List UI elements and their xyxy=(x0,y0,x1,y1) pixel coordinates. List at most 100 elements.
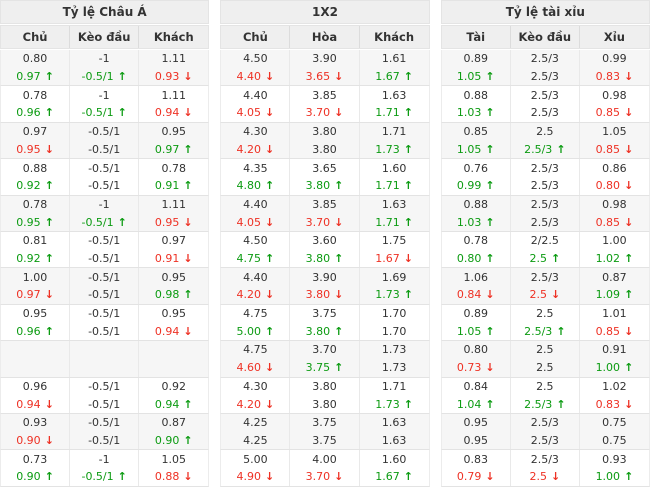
odds-cell: 1.04 ↑ xyxy=(442,395,511,413)
odds-cell: 0.80 xyxy=(442,341,511,359)
odds-value: 2.5 xyxy=(536,125,554,139)
odds-cell: 2.5/3 xyxy=(511,413,580,432)
odds-cell: 2.5 xyxy=(511,377,580,396)
down-arrow-icon: ↓ xyxy=(183,106,193,120)
odds-value: 0.93 xyxy=(602,452,627,466)
odds-section: Tỷ lệ Châu Á Chủ Kèo đầu Khách 0.80 -1 1.11 0.9… xyxy=(0,0,210,487)
up-arrow-icon: ↑ xyxy=(117,215,127,229)
odds-cell: -0.5/1 xyxy=(70,431,140,450)
odds-cell: 4.30 xyxy=(221,122,291,141)
odds-row: 0.88 -0.5/1 0.78 0.92 ↑ -0.5/1 0.91 ↑ xyxy=(0,159,210,196)
odds-cell: 0.95 xyxy=(1,304,71,323)
odds-row: 4.75 3.70 1.73 4.60 ↓ 3.75 ↑ 1.73 xyxy=(220,341,430,378)
odds-value: 0.78 xyxy=(161,161,187,175)
down-arrow-icon: ↓ xyxy=(624,106,634,120)
odds-cell xyxy=(1,358,71,377)
down-arrow-icon: ↓ xyxy=(265,397,275,411)
up-arrow-icon: ↑ xyxy=(334,252,344,265)
odds-cell: 0.96 ↑ xyxy=(1,104,71,122)
odds-value: 1.05 xyxy=(456,324,482,338)
up-arrow-icon: ↑ xyxy=(485,252,495,265)
odds-cell: 1.60 xyxy=(360,450,429,468)
odds-cell: 1.00 ↑ xyxy=(580,468,649,486)
odds-value: 4.25 xyxy=(243,433,268,447)
odds-cell: 1.05 ↑ xyxy=(442,140,511,159)
odds-cell: 1.63 xyxy=(360,196,429,214)
odds-value: 0.95 xyxy=(161,307,187,321)
odds-row: 0.81 -0.5/1 0.97 0.92 ↑ -0.5/1 0.91 ↓ xyxy=(0,231,210,269)
down-arrow-icon: ↓ xyxy=(44,433,54,447)
odds-value: 1.05 xyxy=(456,142,482,156)
odds-value: 1.11 xyxy=(161,88,187,102)
odds-value: 0.98 xyxy=(154,288,180,302)
current-odds-line: 0.96 ↑ -0.5/1 ↑ 0.94 ↓ xyxy=(1,104,208,122)
odds-value: 0.92 xyxy=(16,179,41,193)
down-arrow-icon: ↓ xyxy=(334,288,344,302)
odds-cell: -0.5/1 xyxy=(70,122,140,141)
odds-cell: 3.70 ↓ xyxy=(290,104,360,122)
odds-cell: 1.69 xyxy=(360,268,429,286)
odds-value: 1.06 xyxy=(463,270,488,284)
odds-value: 0.91 xyxy=(154,252,180,265)
odds-value: 0.99 xyxy=(456,179,482,193)
odds-cell: 3.80 ↑ xyxy=(290,176,360,195)
odds-cell: 0.88 xyxy=(1,159,71,177)
odds-cell: 2/2.5 xyxy=(511,231,580,250)
odds-cell: 2.5 xyxy=(511,304,580,323)
down-arrow-icon: ↓ xyxy=(265,361,275,375)
odds-cell: 4.35 xyxy=(221,159,291,177)
up-arrow-icon: ↑ xyxy=(403,70,413,84)
odds-cell: 1.71 ↑ xyxy=(360,177,429,195)
odds-cell: 0.99 ↑ xyxy=(442,176,511,195)
odds-value: -0.5/1 xyxy=(88,252,121,265)
odds-value: 1.73 xyxy=(375,142,400,156)
up-arrow-icon: ↑ xyxy=(183,179,193,193)
down-arrow-icon: ↓ xyxy=(624,215,634,229)
odds-cell: 1.11 xyxy=(139,50,208,68)
odds-cell xyxy=(70,341,140,359)
odds-cell: 2.5/3 xyxy=(511,104,580,122)
opening-odds-line: 0.78 -1 1.11 xyxy=(1,86,208,105)
current-odds-line: 0.96 ↑ -0.5/1 0.94 ↓ xyxy=(1,322,208,341)
odds-row: 0.89 2.5/3 0.99 1.05 ↑ 2.5/3 0.83 ↓ xyxy=(440,50,650,87)
odds-value: 0.95 xyxy=(22,307,48,321)
odds-value: 2.5/3 xyxy=(530,161,559,175)
odds-cell: 2.5/3 ↑ xyxy=(511,322,580,341)
odds-value: 0.89 xyxy=(463,307,488,321)
odds-cell: 4.90 ↓ xyxy=(221,468,291,486)
down-arrow-icon: ↓ xyxy=(183,215,193,229)
odds-cell: 0.84 ↓ xyxy=(442,286,511,304)
odds-value: 1.04 xyxy=(456,397,482,411)
odds-cell: 0.78 xyxy=(1,86,71,105)
opening-odds-line: 0.88 -0.5/1 0.78 xyxy=(1,159,208,177)
odds-value: 1.60 xyxy=(381,452,407,466)
odds-cell: 4.25 xyxy=(221,413,291,432)
up-arrow-icon: ↑ xyxy=(265,252,275,265)
opening-odds-line: 0.95 2.5/3 0.75 xyxy=(442,413,649,432)
odds-cell: 0.97 ↓ xyxy=(1,286,71,304)
odds-value: 0.91 xyxy=(602,343,627,357)
column-headers: Chủ Kèo đầu Khách xyxy=(0,25,210,49)
odds-value: 0.83 xyxy=(595,70,621,84)
odds-cell: 0.75 xyxy=(580,432,649,450)
odds-cell: 0.91 ↓ xyxy=(139,250,208,268)
odds-cell: 4.20 ↓ xyxy=(221,140,291,159)
odds-cell: 0.99 xyxy=(580,50,649,68)
odds-value: 4.05 xyxy=(236,215,262,229)
odds-cell: 3.65 xyxy=(290,159,360,177)
current-odds-line: 0.90 ↓ -0.5/1 0.90 ↑ xyxy=(1,431,208,450)
odds-cell: 3.70 ↓ xyxy=(290,213,360,231)
opening-odds-line: 1.06 2.5/3 0.87 xyxy=(442,268,649,287)
odds-value: -0.5/1 xyxy=(88,125,121,139)
up-arrow-icon: ↑ xyxy=(485,179,495,193)
opening-odds-line: 0.81 -0.5/1 0.97 xyxy=(1,231,208,250)
odds-section: 1X2 Chủ Hòa Khách 4.50 3.90 1.61 4.40 ↓ 3.65 ↓ 1.67… xyxy=(220,0,430,487)
odds-value: 0.78 xyxy=(463,234,488,248)
current-odds-line: 1.05 ↑ 2.5/3 0.83 ↓ xyxy=(442,67,649,86)
odds-value: 1.05 xyxy=(456,70,482,84)
odds-cell: 4.40 xyxy=(221,195,291,214)
column-header: Chủ xyxy=(221,26,291,48)
current-odds-line: 0.99 ↑ 2.5/3 0.80 ↓ xyxy=(442,176,649,195)
odds-row: 1.00 -0.5/1 0.95 0.97 ↓ -0.5/1 0.98 ↑ xyxy=(0,268,210,305)
opening-odds-line: 4.40 3.85 1.63 xyxy=(221,86,428,105)
